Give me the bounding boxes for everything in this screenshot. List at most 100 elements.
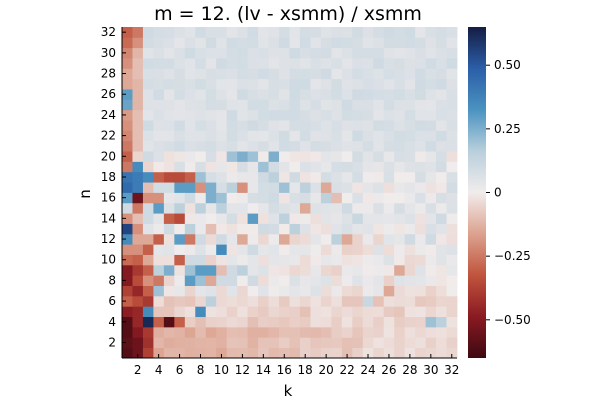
heatmap-cell <box>237 244 249 255</box>
heatmap-cell <box>205 182 217 193</box>
heatmap-cell <box>205 99 217 111</box>
heatmap-cell <box>174 58 186 69</box>
heatmap-cell <box>362 120 374 131</box>
heatmap-cell <box>320 326 332 338</box>
heatmap-cell <box>404 120 416 131</box>
heatmap-cell <box>341 233 353 245</box>
heatmap-cell <box>226 347 238 359</box>
heatmap-cell <box>142 285 154 297</box>
heatmap-cell <box>153 171 165 183</box>
heatmap-cell <box>310 254 322 266</box>
heatmap-cell <box>362 233 374 245</box>
heatmap-cell <box>373 68 385 80</box>
heatmap-cell <box>268 316 280 328</box>
heatmap-cell <box>394 37 406 49</box>
heatmap-cell <box>415 316 426 328</box>
heatmap-cell <box>132 347 144 359</box>
heatmap-cell <box>132 130 144 142</box>
heatmap-cell <box>279 223 290 235</box>
heatmap-cell <box>247 171 259 183</box>
heatmap-cell <box>226 89 238 100</box>
heatmap-cell <box>153 254 165 266</box>
heatmap-cell <box>132 120 144 131</box>
heatmap-cell <box>373 182 385 193</box>
heatmap-cell <box>122 233 133 245</box>
heatmap-cell <box>362 99 374 111</box>
heatmap-cell <box>352 264 364 276</box>
heatmap-cell <box>436 213 447 224</box>
heatmap-cell <box>184 275 196 286</box>
heatmap-cell <box>132 316 144 328</box>
heatmap-cell <box>216 202 228 214</box>
heatmap-cell <box>226 202 238 214</box>
heatmap-cell <box>425 275 437 286</box>
heatmap-cell <box>446 109 458 121</box>
heatmap-cell <box>184 27 196 38</box>
heatmap-cell <box>132 99 144 111</box>
heatmap-cell <box>258 99 269 111</box>
heatmap-cell <box>174 161 186 173</box>
heatmap-cell <box>132 295 144 307</box>
heatmap-cell <box>383 68 395 80</box>
heatmap-cell <box>373 213 385 224</box>
heatmap-cell <box>205 47 217 59</box>
heatmap-cell <box>331 285 343 297</box>
heatmap-cell <box>310 120 322 131</box>
heatmap-cell <box>320 213 332 224</box>
heatmap-cell <box>122 316 133 328</box>
heatmap-cell <box>163 47 175 59</box>
heatmap-cell <box>352 120 364 131</box>
heatmap-cell <box>415 78 426 90</box>
heatmap-cell <box>258 109 269 121</box>
heatmap-cell <box>268 68 280 80</box>
heatmap-cell <box>153 58 165 69</box>
heatmap-cell <box>446 233 458 245</box>
heatmap-cell <box>205 151 217 162</box>
heatmap-cell <box>279 68 290 80</box>
heatmap-cell <box>320 58 332 69</box>
heatmap-cell <box>268 295 280 307</box>
heatmap-cell <box>289 213 301 224</box>
heatmap-cell <box>383 285 395 297</box>
heatmap-cell <box>184 316 196 328</box>
heatmap-cell <box>237 275 249 286</box>
heatmap-cell <box>299 347 311 359</box>
heatmap-cell <box>258 337 269 349</box>
heatmap-cell <box>237 223 249 235</box>
heatmap-cell <box>415 130 426 142</box>
heatmap-cell <box>404 337 416 349</box>
heatmap-cell <box>268 254 280 266</box>
heatmap-cell <box>195 275 207 286</box>
heatmap-cell <box>122 337 133 349</box>
heatmap-cell <box>268 161 280 173</box>
heatmap-cell <box>174 223 186 235</box>
heatmap-cell <box>331 295 343 307</box>
heatmap-cell <box>216 347 228 359</box>
heatmap-cell <box>404 182 416 193</box>
heatmap-cell <box>226 99 238 111</box>
heatmap-cell <box>258 244 269 255</box>
heatmap-cell <box>132 182 144 193</box>
heatmap-cell <box>205 37 217 49</box>
heatmap-cell <box>331 182 343 193</box>
heatmap-cell <box>205 275 217 286</box>
heatmap-cell <box>299 68 311 80</box>
heatmap-cell <box>142 275 154 286</box>
heatmap-cell <box>289 326 301 338</box>
heatmap-cell <box>142 347 154 359</box>
heatmap-cell <box>352 161 364 173</box>
heatmap-cell <box>446 275 458 286</box>
heatmap-cell <box>341 68 353 80</box>
heatmap-cell <box>142 264 154 276</box>
heatmap-cell <box>289 192 301 204</box>
heatmap-cell <box>174 192 186 204</box>
heatmap-cell <box>142 254 154 266</box>
heatmap-cell <box>394 182 406 193</box>
heatmap-cell <box>425 254 437 266</box>
heatmap-cell <box>122 58 133 69</box>
heatmap-cell <box>195 347 207 359</box>
heatmap-cell <box>142 130 154 142</box>
heatmap-cell <box>331 130 343 142</box>
heatmap-cell <box>289 151 301 162</box>
heatmap-cell <box>279 337 290 349</box>
